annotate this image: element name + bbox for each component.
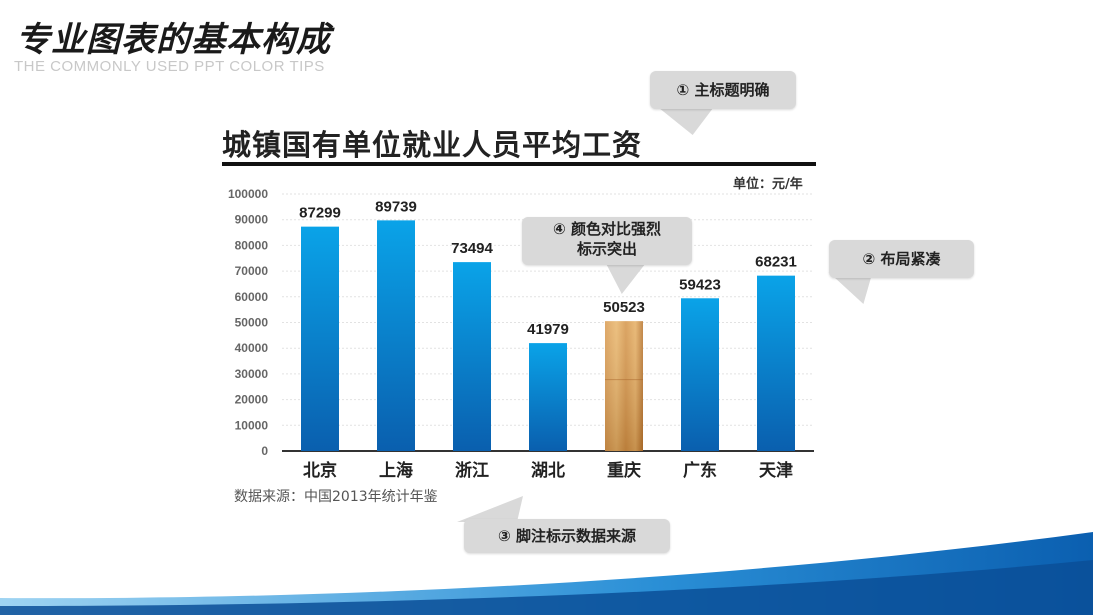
- y-tick-label: 90000: [235, 213, 269, 227]
- bar: [529, 343, 567, 451]
- bar-value-label: 89739: [375, 198, 417, 215]
- callout-color-contrast-line1: ④ 颜色对比强烈: [553, 220, 661, 238]
- page-subtitle: THE COMMONLY USED PPT COLOR TIPS: [14, 58, 325, 75]
- callout-color-contrast: ④ 颜色对比强烈 标示突出: [522, 217, 692, 265]
- x-tick-label: 浙江: [455, 460, 489, 481]
- x-tick-label: 上海: [379, 460, 413, 481]
- callout-footnote-source: ③ 脚注标示数据来源: [464, 519, 670, 553]
- y-tick-label: 60000: [235, 290, 269, 304]
- bar-value-label: 68231: [755, 254, 797, 271]
- x-tick-label: 天津: [759, 460, 793, 481]
- page-title: 专业图表的基本构成: [16, 20, 331, 60]
- x-tick-label: 湖北: [531, 461, 565, 481]
- bar: [377, 220, 415, 451]
- unit-label: 单位：元/年: [733, 177, 803, 192]
- bar-highlight-shade: [605, 321, 643, 451]
- y-tick-label: 100000: [228, 187, 268, 201]
- bar: [757, 275, 795, 451]
- data-source-footnote: 数据来源：中国2013年统计年鉴: [234, 489, 438, 505]
- bar: [453, 262, 491, 451]
- y-tick-label: 30000: [235, 367, 269, 381]
- y-tick-label: 20000: [235, 393, 269, 407]
- bar-value-label: 73494: [451, 240, 493, 257]
- bar-value-label: 41979: [527, 321, 569, 338]
- chart-title-rule: [222, 162, 816, 166]
- bar-value-label: 50523: [603, 299, 645, 316]
- y-tick-label: 80000: [235, 238, 269, 252]
- bar-value-label: 59423: [679, 276, 721, 293]
- chart-title: 城镇国有单位就业人员平均工资: [222, 128, 643, 162]
- callout-color-contrast-line2: 标示突出: [576, 240, 637, 258]
- y-tick-label: 70000: [235, 264, 269, 278]
- y-tick-label: 50000: [235, 316, 269, 330]
- y-tick-label: 0: [261, 444, 268, 458]
- bar: [681, 298, 719, 451]
- x-tick-label: 北京: [303, 460, 337, 481]
- x-tick-label: 重庆: [607, 460, 641, 481]
- x-tick-label: 广东: [683, 460, 717, 481]
- y-tick-label: 10000: [235, 418, 269, 432]
- y-tick-label: 40000: [235, 341, 269, 355]
- bar: [301, 226, 339, 451]
- bar-value-label: 87299: [299, 205, 341, 222]
- callout-compact-layout: ② 布局紧凑: [829, 240, 974, 278]
- callout-title-clear: ① 主标题明确: [650, 71, 796, 109]
